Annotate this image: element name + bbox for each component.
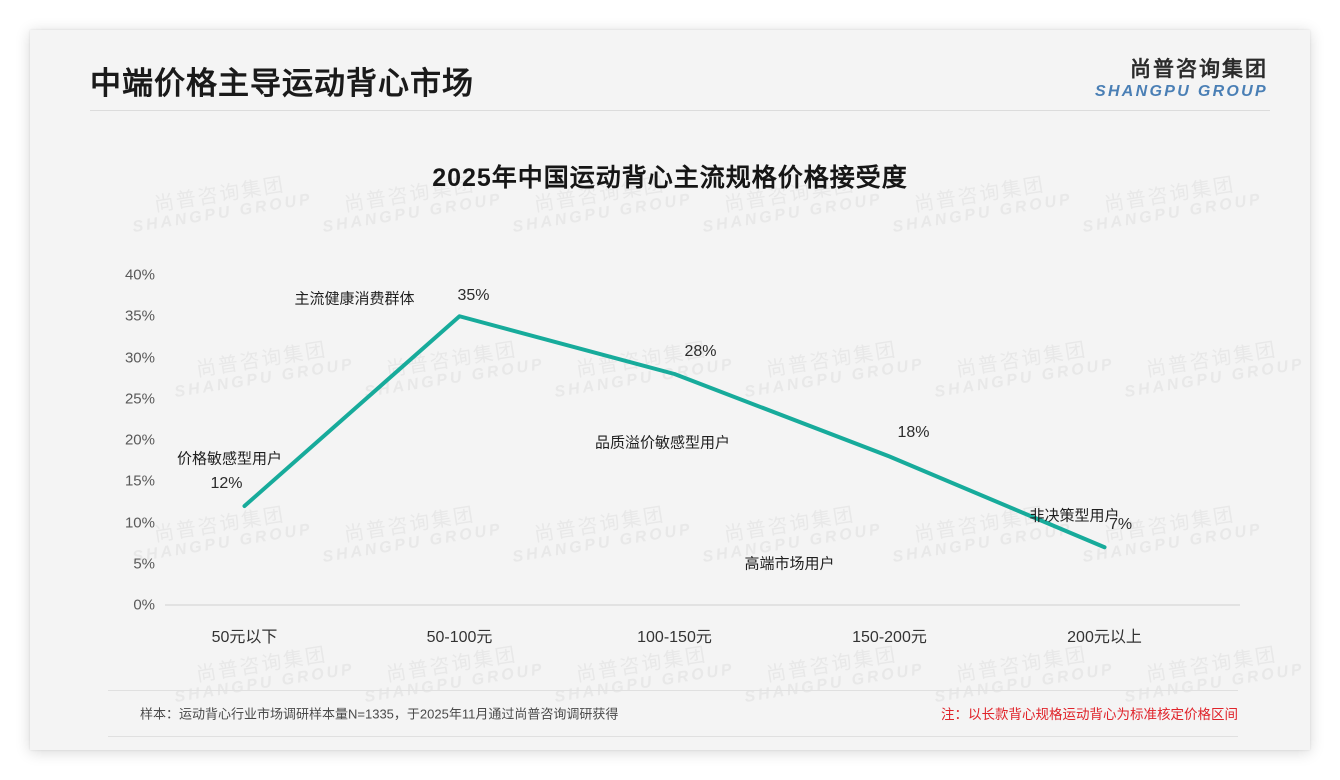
data-point-annotation: 高端市场用户 xyxy=(744,555,835,572)
y-axis-tick-label: 40% xyxy=(124,266,155,284)
slide-header: 中端价格主导运动背心市场 尚普咨询集团 SHANGPU GROUP xyxy=(30,30,1310,110)
y-axis-tick-label: 0% xyxy=(133,596,155,614)
note-divider-bottom xyxy=(108,736,1238,737)
red-note: 注：以长款背心规格运动背心为标准核定价格区间 xyxy=(941,707,1238,722)
chart-area: 0% 5% 10% 15% 20% 25% 30% 35% 40% 50元以下 50-100元 10… xyxy=(30,30,1310,750)
x-axis-tick-label: 100-150元 xyxy=(637,629,712,646)
y-axis-tick-label: 5% xyxy=(133,555,155,573)
website-text: www.shangpu-china.com xyxy=(1093,749,1238,751)
data-point-annotation: 主流健康消费群体 xyxy=(294,290,415,308)
slide-canvas: 尚普咨询集团 SHANGPU GROUP 尚普咨询集团 SHANGPU GROUP 尚普… xyxy=(30,30,1310,750)
data-point-value: 35% xyxy=(457,287,490,305)
copyright-text: ©2026.1 SHANGPU GROUP xyxy=(102,749,271,751)
note-divider-top xyxy=(108,690,1238,691)
brand-logo-en: SHANGPU GROUP xyxy=(1094,82,1268,100)
brand-logo: 尚普咨询集团 SHANGPU GROUP xyxy=(1095,58,1268,102)
data-point-value: 28% xyxy=(684,343,717,360)
sample-note: 样本：运动背心行业市场调研样本量N=1335，于2025年11月通过尚普咨询调研… xyxy=(140,706,619,722)
data-point-annotation: 品质溢价敏感型用户 xyxy=(594,434,731,452)
y-axis-tick-label: 25% xyxy=(124,390,155,408)
data-point-value: 7% xyxy=(1108,516,1133,534)
data-point-annotation: 价格敏感型用户 xyxy=(176,450,283,468)
y-axis-tick-label: 30% xyxy=(124,349,155,366)
chart-title: 2025年中国运动背心主流规格价格接受度 xyxy=(432,164,908,192)
y-axis-tick-label: 35% xyxy=(124,307,155,325)
chart-line-series xyxy=(242,314,1107,550)
y-axis-tick-label: 15% xyxy=(124,472,155,490)
header-divider xyxy=(90,110,1270,111)
data-point-annotation: 非决策型用户 xyxy=(1029,507,1120,525)
brand-logo-cn: 尚普咨询集团 xyxy=(1130,58,1268,81)
chart-svg xyxy=(165,314,1240,606)
x-axis-tick-label: 200元以上 xyxy=(1067,629,1142,646)
x-axis-tick-label: 50元以下 xyxy=(211,629,278,646)
data-point-value: 18% xyxy=(897,423,930,441)
x-axis-tick-label: 150-200元 xyxy=(852,629,927,646)
y-axis-tick-label: 10% xyxy=(124,514,155,531)
data-point-value: 12% xyxy=(210,475,243,492)
page-title: 中端价格主导运动背心市场 xyxy=(90,66,474,101)
y-axis-tick-label: 20% xyxy=(124,431,155,449)
x-axis-tick-label: 50-100元 xyxy=(426,629,493,646)
